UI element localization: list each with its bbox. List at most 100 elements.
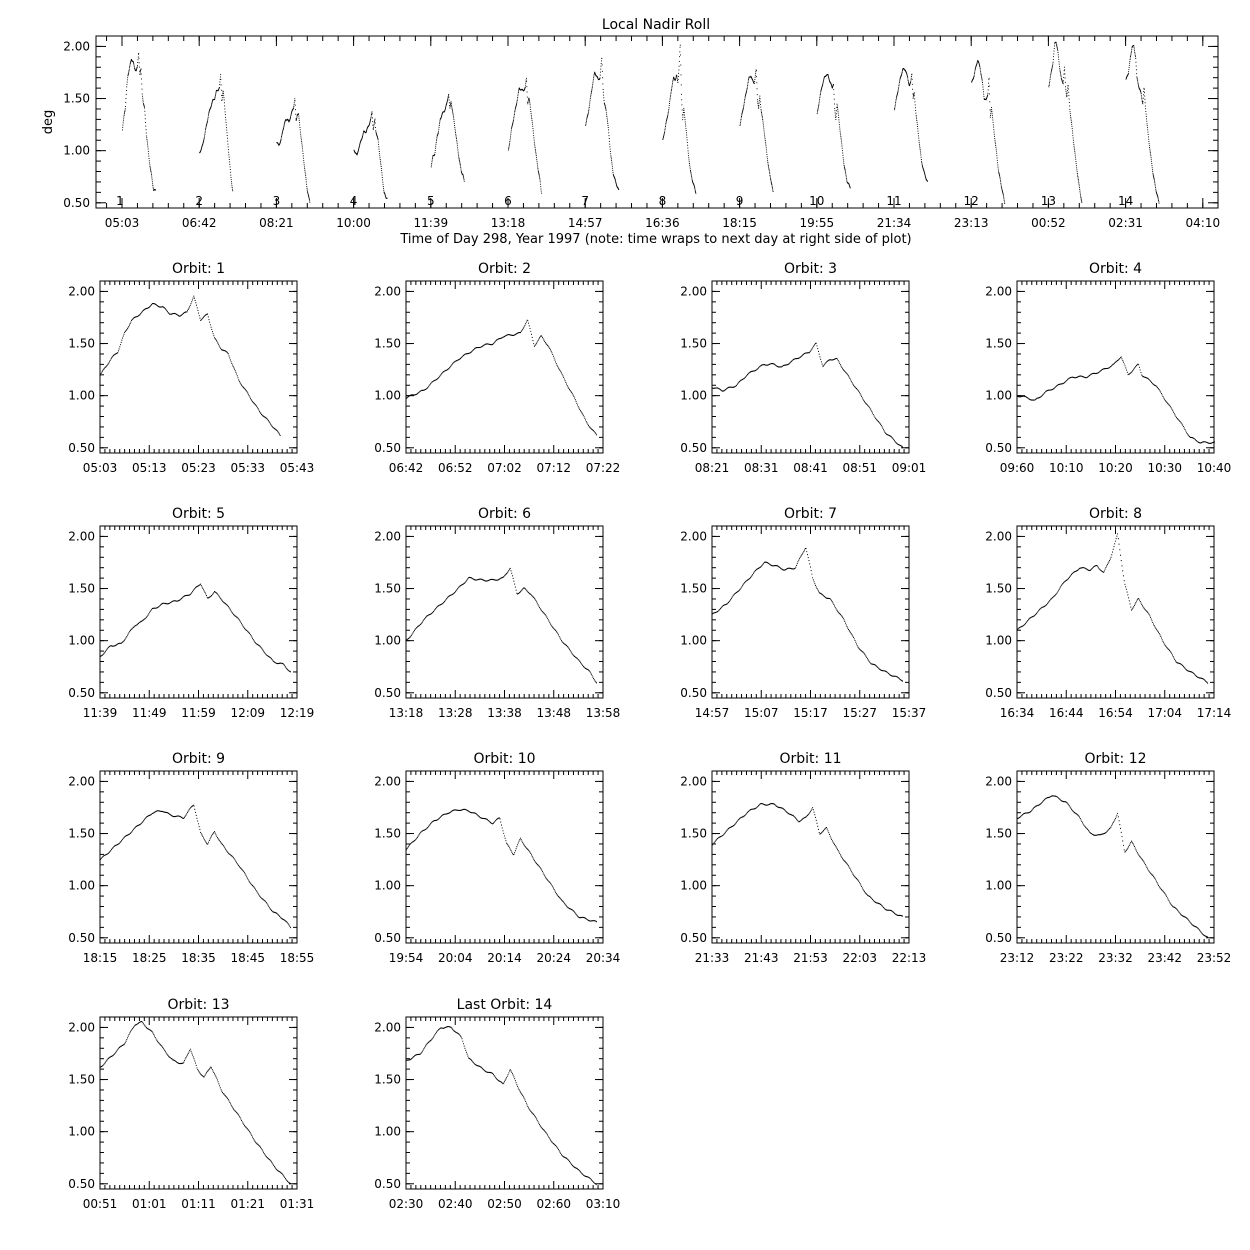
subplot-title: Orbit: 2 (478, 261, 531, 277)
subplot-title: Orbit: 10 (473, 751, 535, 767)
orbit-subplot: Orbit: 13 0.50 1.00 1.50 2.00 00:51 01:01 01:11… (68, 997, 314, 1211)
x-tick-label: 04:10 (1186, 216, 1221, 230)
x-tick-label: 17:14 (1197, 706, 1232, 720)
x-tick-label: 00:51 (83, 1197, 118, 1211)
x-tick-label: 01:21 (230, 1197, 265, 1211)
overview-orbit-trace (662, 44, 697, 194)
orbit-roll-trace (712, 342, 903, 448)
orbit-roll-trace (406, 808, 597, 923)
x-tick-label: 13:58 (586, 706, 621, 720)
y-tick-label: 0.50 (63, 196, 90, 210)
y-tick-label: 1.00 (985, 634, 1012, 648)
orbit-subplot: Orbit: 12 0.50 1.00 1.50 2.00 23:12 23:22 23:32… (985, 751, 1231, 965)
y-tick-label: 2.00 (985, 529, 1012, 543)
x-tick-label: 06:42 (182, 216, 217, 230)
subplot-frame (711, 770, 910, 944)
y-tick-label: 0.50 (374, 441, 401, 455)
overview-orbit-trace (508, 77, 542, 194)
y-tick-label: 0.50 (68, 686, 95, 700)
y-tick-label: 1.00 (374, 389, 401, 403)
subplot-title: Orbit: 9 (172, 751, 225, 767)
orbit-marker: 7 (581, 194, 589, 208)
subplot-title: Orbit: 5 (172, 506, 225, 522)
orbit-marker: 3 (273, 194, 281, 208)
x-tick-label: 11:39 (83, 706, 118, 720)
x-tick-label: 05:03 (83, 461, 118, 475)
x-tick-label: 08:31 (744, 461, 779, 475)
overview-plot-frame (95, 35, 1219, 209)
y-tick-label: 1.00 (985, 879, 1012, 893)
x-tick-label: 18:55 (280, 951, 315, 965)
y-tick-label: 2.00 (68, 284, 95, 298)
y-tick-label: 1.00 (374, 634, 401, 648)
subplot-title: Orbit: 7 (784, 506, 837, 522)
x-tick-label: 05:33 (230, 461, 265, 475)
subplot-frame (99, 525, 298, 699)
y-tick-label: 1.00 (680, 879, 707, 893)
orbit-subplot: Orbit: 5 0.50 1.00 1.50 2.00 11:39 11:49 11:59 1… (68, 506, 314, 720)
x-tick-label: 02:60 (536, 1197, 571, 1211)
y-tick-label: 0.50 (680, 931, 707, 945)
x-tick-label: 15:27 (842, 706, 877, 720)
x-tick-label: 19:54 (389, 951, 424, 965)
x-tick-label: 16:36 (645, 216, 680, 230)
x-tick-label: 02:40 (438, 1197, 473, 1211)
orbit-marker: 12 (964, 194, 979, 208)
y-tick-label: 2.00 (68, 1020, 95, 1034)
overview-orbit-trace (430, 93, 465, 182)
x-tick-label: 07:02 (487, 461, 522, 475)
y-tick-label: 1.00 (68, 389, 95, 403)
y-tick-label: 0.50 (985, 441, 1012, 455)
overview-orbit-trace (894, 68, 928, 182)
x-tick-label: 18:15 (722, 216, 757, 230)
x-tick-label: 20:24 (536, 951, 571, 965)
y-tick-label: 1.50 (63, 92, 90, 106)
x-tick-label: 18:35 (181, 951, 216, 965)
orbit-marker: 14 (1118, 194, 1133, 208)
x-tick-label: 05:13 (132, 461, 167, 475)
y-tick-label: 1.50 (985, 337, 1012, 351)
x-tick-label: 02:31 (1108, 216, 1143, 230)
x-tick-label: 11:59 (181, 706, 216, 720)
y-tick-label: 1.50 (680, 337, 707, 351)
y-tick-label: 2.00 (374, 774, 401, 788)
y-tick-label: 1.50 (985, 582, 1012, 596)
y-tick-label: 1.50 (68, 1073, 95, 1087)
x-tick-label: 21:53 (793, 951, 828, 965)
orbit-subplot: Last Orbit: 14 0.50 1.00 1.50 2.00 02:30 02:40… (374, 997, 620, 1211)
x-tick-label: 20:14 (487, 951, 522, 965)
y-tick-label: 0.50 (374, 686, 401, 700)
y-tick-label: 2.00 (374, 1020, 401, 1034)
y-tick-label: 1.00 (374, 879, 401, 893)
orbit-subplot: Orbit: 11 0.50 1.00 1.50 2.00 21:33 21:43 21:53… (680, 751, 926, 965)
orbit-subplot: Orbit: 3 0.50 1.00 1.50 2.00 08:21 08:31 08:41 0… (680, 261, 926, 475)
x-tick-label: 02:50 (487, 1197, 522, 1211)
orbit-roll-trace (1017, 356, 1215, 444)
overview-orbit-trace (816, 74, 851, 189)
x-tick-label: 06:42 (389, 461, 424, 475)
y-tick-label: 0.50 (68, 441, 95, 455)
y-tick-label: 0.50 (985, 931, 1012, 945)
x-tick-label: 08:41 (793, 461, 828, 475)
subplot-frame (99, 770, 298, 944)
x-tick-label: 15:07 (744, 706, 779, 720)
y-tick-label: 1.50 (374, 1073, 401, 1087)
y-tick-label: 0.50 (985, 686, 1012, 700)
x-tick-label: 08:51 (842, 461, 877, 475)
y-tick-label: 0.50 (680, 686, 707, 700)
y-tick-label: 2.00 (680, 774, 707, 788)
x-tick-label: 22:13 (892, 951, 927, 965)
subplot-frame (99, 1016, 298, 1190)
overview-orbit-trace (1048, 41, 1083, 203)
x-tick-label: 10:30 (1147, 461, 1182, 475)
orbit-marker: 2 (195, 194, 203, 208)
orbit-subplot: Orbit: 9 0.50 1.00 1.50 2.00 18:15 18:25 18:35 1… (68, 751, 314, 965)
x-tick-label: 20:34 (586, 951, 621, 965)
x-tick-label: 18:45 (230, 951, 265, 965)
x-tick-label: 18:25 (132, 951, 167, 965)
orbit-subplot: Orbit: 4 0.50 1.00 1.50 2.00 09:60 10:10 10:20 1… (985, 261, 1231, 475)
y-tick-label: 2.00 (374, 529, 401, 543)
x-tick-label: 01:11 (181, 1197, 216, 1211)
y-tick-label: 0.50 (374, 1177, 401, 1191)
y-tick-label: 1.00 (374, 1125, 401, 1139)
